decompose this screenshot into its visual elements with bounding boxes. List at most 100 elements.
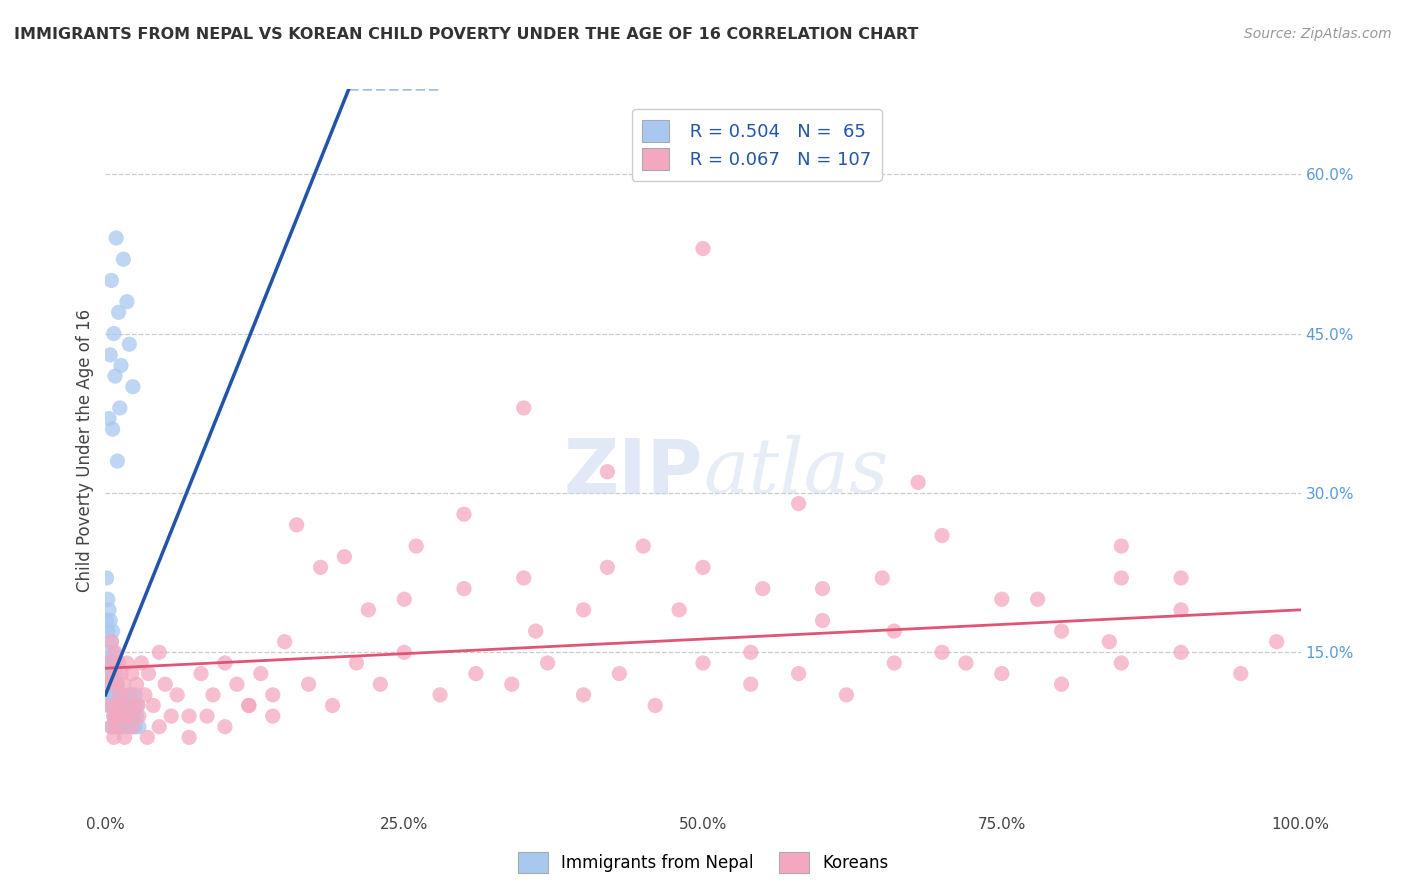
Point <box>101 666 124 681</box>
Point <box>100 720 122 734</box>
Point <box>202 688 225 702</box>
Point <box>98 603 121 617</box>
Point <box>112 720 135 734</box>
Point <box>392 592 416 607</box>
Point <box>107 709 129 723</box>
Point <box>103 731 125 745</box>
Point <box>644 698 666 713</box>
Point <box>513 401 536 415</box>
Point <box>453 582 475 596</box>
Point <box>115 656 138 670</box>
Point <box>262 709 284 723</box>
Point <box>96 571 118 585</box>
Point <box>692 242 714 256</box>
Point <box>100 634 122 648</box>
Point <box>134 688 156 702</box>
Point <box>751 582 773 596</box>
Point <box>321 698 344 713</box>
Point <box>309 560 332 574</box>
Point <box>101 688 124 702</box>
Point <box>115 294 138 309</box>
Point <box>98 656 121 670</box>
Point <box>103 326 125 341</box>
Point <box>125 677 148 691</box>
Point <box>107 454 129 468</box>
Point <box>429 688 451 702</box>
Point <box>931 645 953 659</box>
Point <box>501 677 523 691</box>
Point <box>105 677 128 691</box>
Legend: Immigrants from Nepal, Koreans: Immigrants from Nepal, Koreans <box>512 846 894 880</box>
Point <box>787 497 810 511</box>
Text: Source: ZipAtlas.com: Source: ZipAtlas.com <box>1244 27 1392 41</box>
Point <box>787 666 810 681</box>
Point <box>103 645 125 659</box>
Point <box>98 614 121 628</box>
Point <box>111 688 134 702</box>
Point <box>572 603 595 617</box>
Point <box>110 698 132 713</box>
Point <box>596 560 619 574</box>
Point <box>536 656 558 670</box>
Point <box>298 677 321 691</box>
Point <box>346 656 368 670</box>
Point <box>190 666 212 681</box>
Point <box>907 475 929 490</box>
Point <box>104 369 127 384</box>
Point <box>104 688 127 702</box>
Point <box>931 528 953 542</box>
Point <box>1111 571 1133 585</box>
Point <box>955 656 977 670</box>
Point <box>129 656 153 670</box>
Point <box>148 720 170 734</box>
Point <box>101 624 124 639</box>
Point <box>740 645 762 659</box>
Point <box>740 677 762 691</box>
Point <box>1098 634 1121 648</box>
Point <box>166 688 188 702</box>
Point <box>128 720 150 734</box>
Point <box>357 603 380 617</box>
Point <box>114 698 136 713</box>
Point <box>104 656 127 670</box>
Point <box>1170 645 1192 659</box>
Point <box>101 422 124 436</box>
Point <box>112 677 135 691</box>
Point <box>122 698 145 713</box>
Point <box>105 698 128 713</box>
Point <box>121 666 143 681</box>
Point <box>692 560 714 574</box>
Point <box>122 380 145 394</box>
Point <box>110 359 132 373</box>
Point <box>112 252 135 267</box>
Point <box>238 698 260 713</box>
Point <box>114 731 136 745</box>
Text: atlas: atlas <box>703 435 889 509</box>
Point <box>100 634 122 648</box>
Point <box>883 656 905 670</box>
Point <box>122 720 145 734</box>
Text: IMMIGRANTS FROM NEPAL VS KOREAN CHILD POVERTY UNDER THE AGE OF 16 CORRELATION CH: IMMIGRANTS FROM NEPAL VS KOREAN CHILD PO… <box>14 27 918 42</box>
Point <box>105 666 128 681</box>
Point <box>98 698 121 713</box>
Point <box>108 401 131 415</box>
Point <box>107 656 129 670</box>
Point <box>122 709 145 723</box>
Point <box>118 709 141 723</box>
Point <box>464 666 488 681</box>
Point <box>1265 634 1288 648</box>
Point <box>107 677 129 691</box>
Point <box>214 720 236 734</box>
Point <box>124 720 146 734</box>
Point <box>990 666 1012 681</box>
Point <box>118 688 141 702</box>
Point <box>98 411 121 425</box>
Point <box>990 592 1012 607</box>
Point <box>692 656 714 670</box>
Point <box>392 645 416 659</box>
Point <box>596 465 619 479</box>
Point <box>142 698 165 713</box>
Point <box>177 731 201 745</box>
Point <box>607 666 630 681</box>
Point <box>104 720 127 734</box>
